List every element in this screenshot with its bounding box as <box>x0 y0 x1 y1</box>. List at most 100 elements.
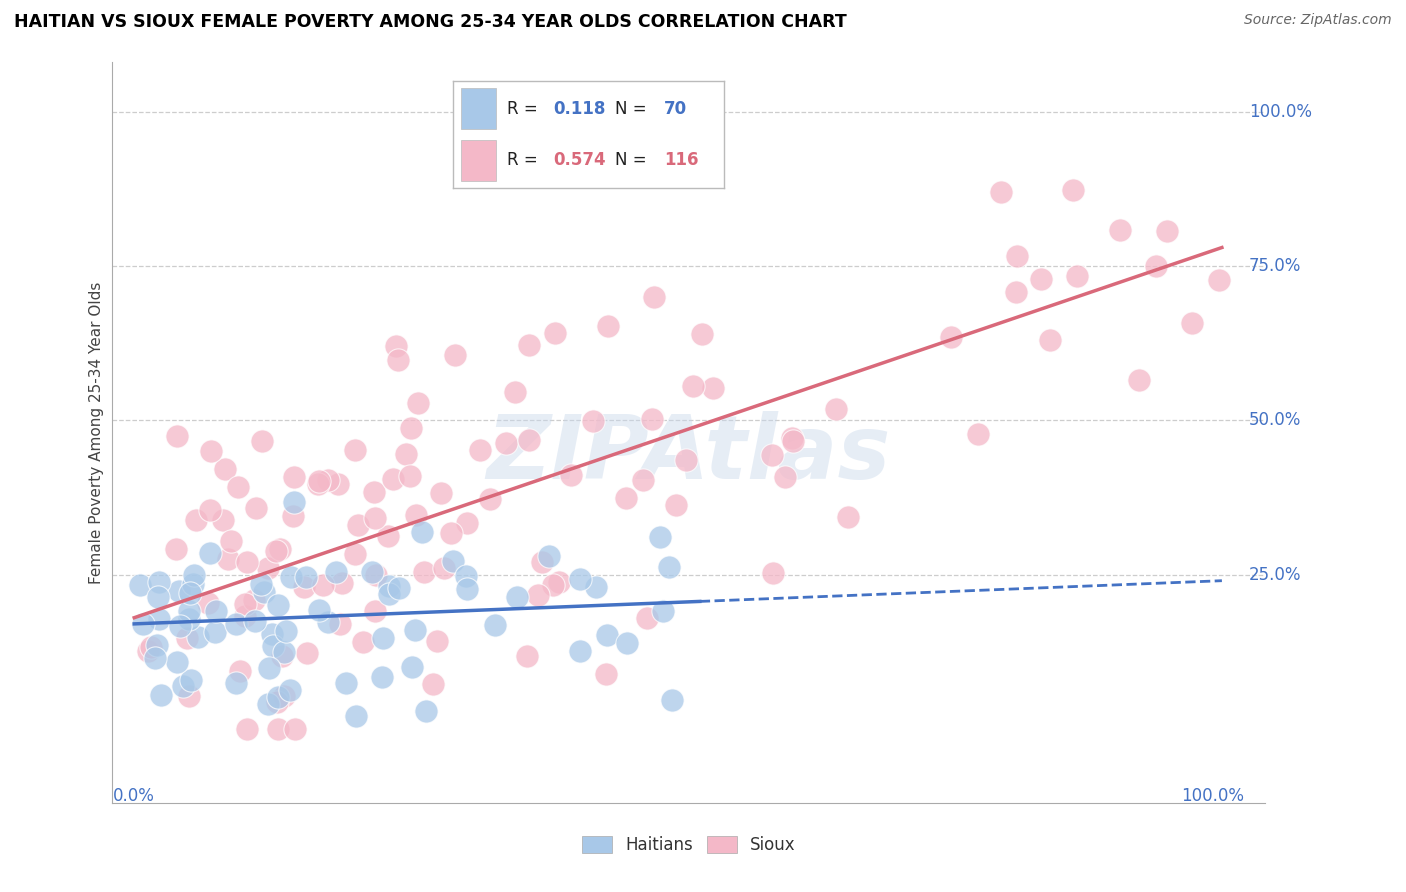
Sioux <box>596 318 619 333</box>
Sioux <box>1039 333 1062 347</box>
Haitians <box>245 614 267 628</box>
Sioux <box>1066 269 1088 284</box>
Sioux <box>235 555 257 569</box>
Sioux <box>631 473 654 487</box>
Haitians <box>262 627 284 641</box>
Sioux <box>377 529 399 543</box>
Sioux <box>219 534 242 549</box>
Sioux <box>395 446 418 460</box>
Haitians <box>278 682 301 697</box>
Haitians <box>538 549 561 563</box>
Sioux <box>531 555 554 569</box>
Text: 50.0%: 50.0% <box>1249 411 1302 429</box>
Sioux <box>382 472 405 486</box>
Sioux <box>226 480 249 494</box>
Sioux <box>780 431 803 445</box>
Sioux <box>456 516 478 530</box>
Haitians <box>316 615 339 629</box>
Haitians <box>262 639 284 653</box>
Haitians <box>308 602 330 616</box>
Haitians <box>568 643 591 657</box>
Sioux <box>141 640 163 654</box>
Sioux <box>503 384 526 399</box>
Sioux <box>939 330 962 344</box>
Sioux <box>214 461 236 475</box>
Haitians <box>404 623 426 637</box>
Text: ZIPAtlas: ZIPAtlas <box>486 411 891 499</box>
Haitians <box>204 604 226 618</box>
Sioux <box>1109 223 1132 237</box>
Sioux <box>243 592 266 607</box>
Haitians <box>166 655 188 669</box>
Sioux <box>560 467 582 482</box>
Haitians <box>371 669 394 683</box>
Sioux <box>312 578 335 592</box>
Sioux <box>307 476 329 491</box>
Haitians <box>179 612 201 626</box>
Sioux <box>408 395 430 409</box>
Sioux <box>136 644 159 658</box>
Sioux <box>245 500 267 515</box>
Sioux <box>364 604 387 618</box>
Haitians <box>283 495 305 509</box>
Haitians <box>257 661 280 675</box>
Sioux <box>444 348 467 362</box>
Sioux <box>636 611 658 625</box>
Sioux <box>179 690 201 704</box>
Text: HAITIAN VS SIOUX FEMALE POVERTY AMONG 25-34 YEAR OLDS CORRELATION CHART: HAITIAN VS SIOUX FEMALE POVERTY AMONG 25… <box>14 13 846 31</box>
Sioux <box>233 609 256 624</box>
Sioux <box>1007 249 1029 263</box>
Text: 25.0%: 25.0% <box>1249 566 1302 583</box>
Sioux <box>426 634 449 648</box>
Haitians <box>183 568 205 582</box>
Haitians <box>257 697 280 711</box>
Haitians <box>401 660 423 674</box>
Haitians <box>148 590 170 604</box>
Sioux <box>347 518 370 533</box>
Haitians <box>129 578 152 592</box>
Sioux <box>433 561 456 575</box>
Sioux <box>281 509 304 524</box>
Haitians <box>344 709 367 723</box>
Sioux <box>284 722 307 736</box>
Sioux <box>344 547 367 561</box>
Sioux <box>266 695 288 709</box>
Haitians <box>585 580 607 594</box>
Haitians <box>454 569 477 583</box>
Haitians <box>596 628 619 642</box>
Sioux <box>547 575 569 590</box>
Sioux <box>264 544 287 558</box>
Haitians <box>378 587 401 601</box>
Sioux <box>329 617 352 632</box>
Haitians <box>179 604 201 618</box>
Haitians <box>325 565 347 579</box>
Sioux <box>385 339 408 353</box>
Sioux <box>1128 373 1150 387</box>
Legend: Haitians, Sioux: Haitians, Sioux <box>575 830 803 861</box>
Haitians <box>335 676 357 690</box>
Haitians <box>361 565 384 579</box>
Sioux <box>762 566 785 580</box>
Sioux <box>544 326 567 341</box>
Sioux <box>1181 316 1204 330</box>
Sioux <box>292 580 315 594</box>
Sioux <box>364 510 387 524</box>
Haitians <box>150 688 173 702</box>
Sioux <box>440 525 463 540</box>
Haitians <box>181 577 204 591</box>
Haitians <box>187 630 209 644</box>
Sioux <box>250 434 273 448</box>
Sioux <box>675 453 697 467</box>
Sioux <box>773 470 796 484</box>
Sioux <box>273 689 295 703</box>
Sioux <box>398 468 420 483</box>
Sioux <box>166 428 188 442</box>
Haitians <box>658 560 681 574</box>
Haitians <box>198 546 221 560</box>
Haitians <box>652 604 675 618</box>
Haitians <box>373 631 395 645</box>
Sioux <box>283 470 305 484</box>
Sioux <box>468 442 491 457</box>
Sioux <box>405 508 427 523</box>
Haitians <box>616 636 638 650</box>
